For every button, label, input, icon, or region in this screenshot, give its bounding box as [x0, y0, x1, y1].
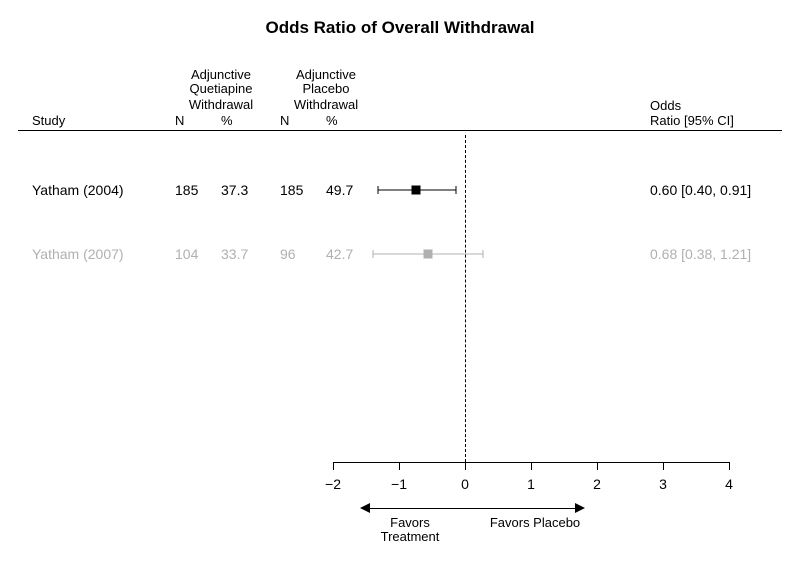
axis-tick — [729, 462, 730, 470]
header-placebo-pct: % — [326, 113, 372, 128]
study-name: Yatham (2004) — [32, 182, 162, 198]
placebo-pct: 42.7 — [326, 246, 372, 262]
treatment-n: 185 — [175, 182, 221, 198]
chart-title: Odds Ratio of Overall Withdrawal — [0, 18, 800, 38]
treatment-n: 104 — [175, 246, 221, 262]
header-placebo-n: N — [280, 113, 326, 128]
axis-tick — [399, 462, 400, 470]
point-estimate-marker — [412, 186, 421, 195]
ci-cap — [372, 250, 373, 258]
odds-ratio-text: 0.68 [0.38, 1.21] — [650, 246, 780, 262]
study-name: Yatham (2007) — [32, 246, 162, 262]
header-treatment-n: N — [175, 113, 221, 128]
placebo-pct: 49.7 — [326, 182, 372, 198]
treatment-pct: 37.3 — [221, 182, 267, 198]
ci-cap — [377, 186, 378, 194]
axis-tick-label: 1 — [527, 476, 535, 492]
favors-treatment-label: FavorsTreatment — [381, 516, 440, 545]
favors-treatment-arrow-shaft — [370, 508, 465, 509]
header-placebo-group: AdjunctivePlacebo — [280, 68, 372, 97]
axis-tick-label: 3 — [659, 476, 667, 492]
axis-tick — [531, 462, 532, 470]
axis-tick — [663, 462, 664, 470]
reference-line — [465, 135, 466, 462]
favors-placebo-label: Favors Placebo — [490, 516, 580, 530]
ci-cap — [483, 250, 484, 258]
axis-tick — [333, 462, 334, 470]
header-treatment-pct: % — [221, 113, 267, 128]
header-rule — [18, 130, 782, 131]
favors-placebo-arrow-head-icon — [575, 503, 585, 513]
favors-treatment-arrow-head-icon — [360, 503, 370, 513]
axis-tick — [465, 462, 466, 470]
header-odds-ratio: OddsRatio [95% CI] — [650, 98, 780, 128]
header-treatment-withdrawal: Withdrawal — [175, 98, 267, 112]
axis-tick-label: −2 — [325, 476, 341, 492]
treatment-pct: 33.7 — [221, 246, 267, 262]
point-estimate-marker — [424, 250, 433, 259]
favors-placebo-arrow-shaft — [465, 508, 575, 509]
axis-tick-label: 2 — [593, 476, 601, 492]
ci-cap — [456, 186, 457, 194]
placebo-n: 185 — [280, 182, 326, 198]
header-placebo-withdrawal: Withdrawal — [280, 98, 372, 112]
axis-tick-label: 4 — [725, 476, 733, 492]
axis-tick-label: 0 — [461, 476, 469, 492]
axis-tick — [597, 462, 598, 470]
odds-ratio-text: 0.60 [0.40, 0.91] — [650, 182, 780, 198]
axis-tick-label: −1 — [391, 476, 407, 492]
header-study: Study — [32, 113, 162, 128]
placebo-n: 96 — [280, 246, 326, 262]
header-treatment-group: AdjunctiveQuetiapine — [175, 68, 267, 97]
